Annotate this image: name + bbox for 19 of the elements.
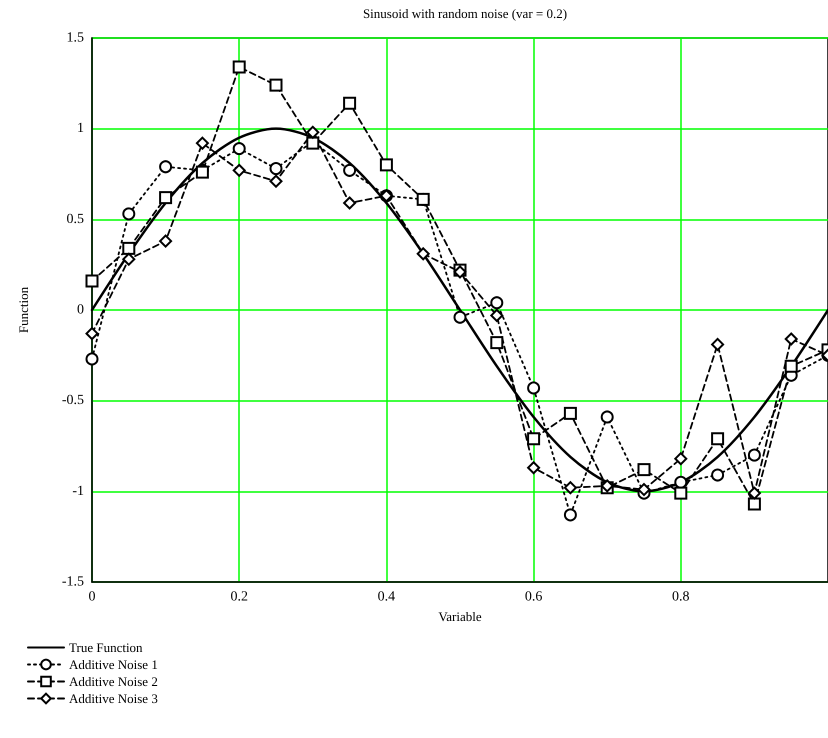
y-axis-title: Function	[16, 286, 31, 334]
legend-label: Additive Noise 2	[69, 674, 158, 689]
legend-label: True Function	[69, 640, 144, 655]
y-tick-label: 0.5	[66, 212, 84, 227]
x-tick-label: 0.4	[378, 590, 396, 604]
y-tick-label: -1.5	[62, 574, 84, 590]
x-tick-label: 0.8	[672, 590, 690, 604]
y-tick-label: 1	[77, 121, 84, 136]
y-tick-label: -0.5	[62, 393, 84, 408]
y-tick-label: -1	[72, 484, 84, 499]
x-tick-label: 0.6	[524, 590, 542, 604]
legend-label: Additive Noise 1	[69, 657, 158, 672]
legend-label: Additive Noise 3	[69, 691, 158, 706]
x-axis-title: Variable	[438, 609, 482, 624]
x-tick-label: 0	[88, 590, 96, 604]
y-tick-label: 0	[77, 302, 84, 318]
y-tick-label: 1.5	[66, 30, 84, 46]
chart-title: Sinusoid with random noise (var = 0.2)	[362, 6, 568, 21]
x-tick-label: 0.2	[230, 590, 248, 604]
